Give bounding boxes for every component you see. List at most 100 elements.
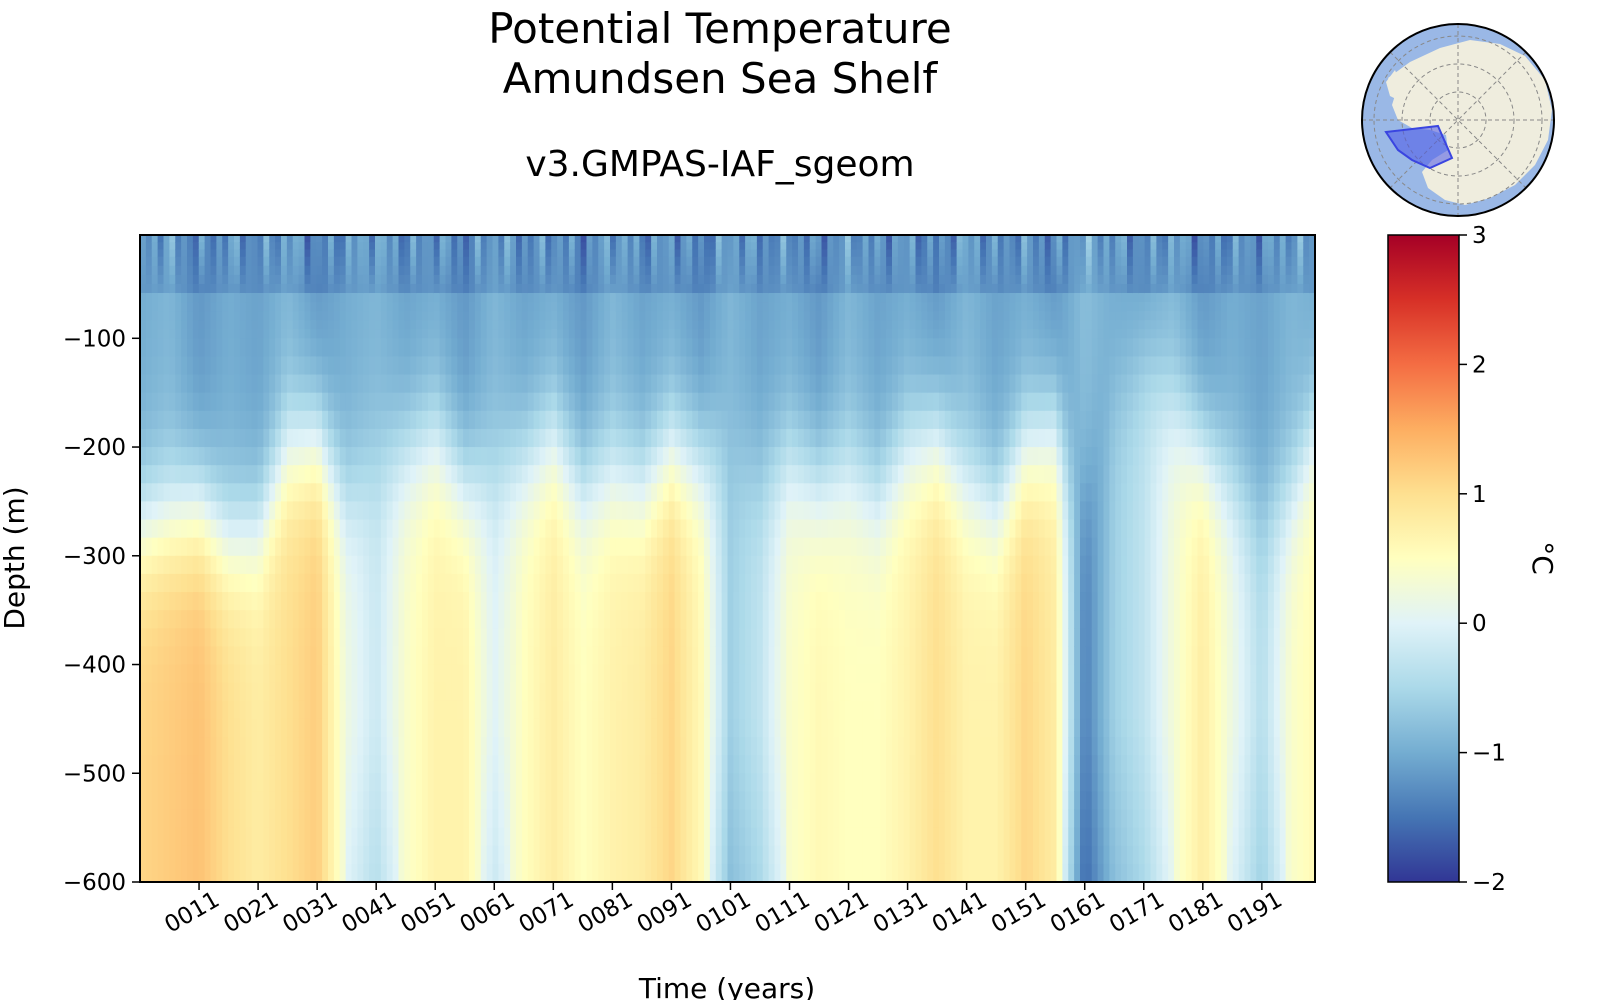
heatmap-cell bbox=[192, 791, 200, 811]
heatmap-cell bbox=[639, 428, 646, 448]
heatmap-cell bbox=[833, 573, 840, 593]
heatmap-cell bbox=[533, 737, 541, 756]
heatmap-cell bbox=[627, 537, 635, 557]
heatmap-cell bbox=[263, 265, 270, 276]
heatmap-cell bbox=[375, 483, 382, 503]
heatmap-cell bbox=[568, 773, 576, 792]
heatmap-cell bbox=[633, 755, 640, 774]
heatmap-cell bbox=[304, 773, 311, 792]
heatmap-cell bbox=[798, 338, 805, 358]
heatmap-cell bbox=[651, 256, 658, 267]
heatmap-cell bbox=[463, 519, 470, 539]
heatmap-cell bbox=[169, 592, 176, 611]
heatmap-cell bbox=[375, 863, 382, 883]
heatmap-cell bbox=[551, 519, 558, 539]
heatmap-cell bbox=[756, 501, 764, 521]
heatmap-cell bbox=[504, 755, 511, 774]
heatmap-cell bbox=[145, 235, 153, 243]
heatmap-cell bbox=[210, 700, 217, 720]
heatmap-cell bbox=[686, 501, 693, 521]
heatmap-cell bbox=[545, 555, 552, 575]
heatmap-cell bbox=[416, 519, 423, 539]
heatmap-cell bbox=[281, 700, 288, 720]
heatmap-cell bbox=[192, 320, 200, 330]
heatmap-cell bbox=[504, 555, 511, 575]
heatmap-cell bbox=[733, 682, 740, 702]
heatmap-cell bbox=[234, 256, 241, 267]
heatmap-cell bbox=[357, 428, 364, 448]
heatmap-cell bbox=[798, 537, 805, 557]
heatmap-cell bbox=[645, 863, 652, 883]
heatmap-cell bbox=[657, 555, 664, 575]
heatmap-cell bbox=[774, 392, 781, 412]
heatmap-cell bbox=[733, 791, 740, 811]
heatmap-cell bbox=[469, 664, 476, 684]
heatmap-cell bbox=[592, 283, 599, 294]
heatmap-cell bbox=[275, 374, 282, 394]
heatmap-cell bbox=[386, 483, 394, 503]
heatmap-cell bbox=[269, 664, 276, 684]
heatmap-cell bbox=[786, 809, 793, 829]
heatmap-cell bbox=[469, 465, 476, 484]
heatmap-cell bbox=[615, 374, 623, 394]
heatmap-cell bbox=[410, 283, 417, 294]
heatmap-cell bbox=[469, 700, 476, 720]
heatmap-cell bbox=[469, 483, 476, 503]
heatmap-cell bbox=[386, 809, 394, 829]
heatmap-cell bbox=[533, 392, 541, 412]
heatmap-cell bbox=[568, 356, 576, 376]
heatmap-cell bbox=[369, 700, 376, 720]
heatmap-cell bbox=[140, 410, 147, 430]
heatmap-cell bbox=[234, 863, 241, 883]
heatmap-cell bbox=[762, 827, 770, 847]
heatmap-cell bbox=[827, 320, 834, 330]
heatmap-cell bbox=[245, 827, 253, 847]
heatmap-cell bbox=[733, 274, 740, 285]
heatmap-cell bbox=[698, 773, 705, 792]
heatmap-cell bbox=[551, 483, 558, 503]
heatmap-cell bbox=[598, 863, 605, 883]
heatmap-cell bbox=[386, 537, 394, 557]
heatmap-cell bbox=[815, 249, 823, 258]
heatmap-cell bbox=[639, 483, 646, 503]
heatmap-cell bbox=[245, 483, 253, 503]
heatmap-cell bbox=[721, 610, 729, 629]
heatmap-cell bbox=[510, 773, 517, 792]
heatmap-cell bbox=[516, 274, 523, 285]
heatmap-cell bbox=[762, 592, 770, 611]
heatmap-cell bbox=[175, 320, 182, 330]
heatmap-cell bbox=[662, 311, 670, 321]
heatmap-cell bbox=[615, 755, 623, 774]
heatmap-cell bbox=[175, 302, 182, 312]
heatmap-cell bbox=[639, 827, 646, 847]
heatmap-cell bbox=[375, 737, 382, 756]
heatmap-cell bbox=[516, 592, 523, 611]
heatmap-cell bbox=[521, 392, 529, 412]
heatmap-cell bbox=[592, 320, 599, 330]
heatmap-cell bbox=[187, 664, 194, 684]
heatmap-cell bbox=[286, 274, 294, 285]
heatmap-cell bbox=[586, 242, 593, 251]
heatmap-cell bbox=[639, 809, 646, 829]
heatmap-cell bbox=[187, 737, 194, 756]
heatmap-cell bbox=[345, 483, 353, 503]
heatmap-cell bbox=[234, 845, 241, 865]
heatmap-cell bbox=[686, 256, 693, 267]
heatmap-cell bbox=[163, 573, 170, 593]
heatmap-cell bbox=[322, 700, 329, 720]
heatmap-cell bbox=[498, 773, 505, 792]
heatmap-cell bbox=[469, 573, 476, 593]
heatmap-cell bbox=[263, 737, 270, 756]
heatmap-cell bbox=[269, 610, 276, 629]
heatmap-cell bbox=[527, 256, 535, 267]
heatmap-cell bbox=[328, 242, 335, 251]
heatmap-cell bbox=[668, 329, 676, 339]
heatmap-cell bbox=[369, 249, 376, 258]
heatmap-cell bbox=[798, 809, 805, 829]
heatmap-cell bbox=[739, 646, 746, 666]
heatmap-cell bbox=[380, 664, 388, 684]
heatmap-cell bbox=[586, 274, 593, 285]
heatmap-cell bbox=[533, 242, 541, 251]
heatmap-cell bbox=[345, 356, 353, 376]
heatmap-cell bbox=[445, 283, 452, 294]
